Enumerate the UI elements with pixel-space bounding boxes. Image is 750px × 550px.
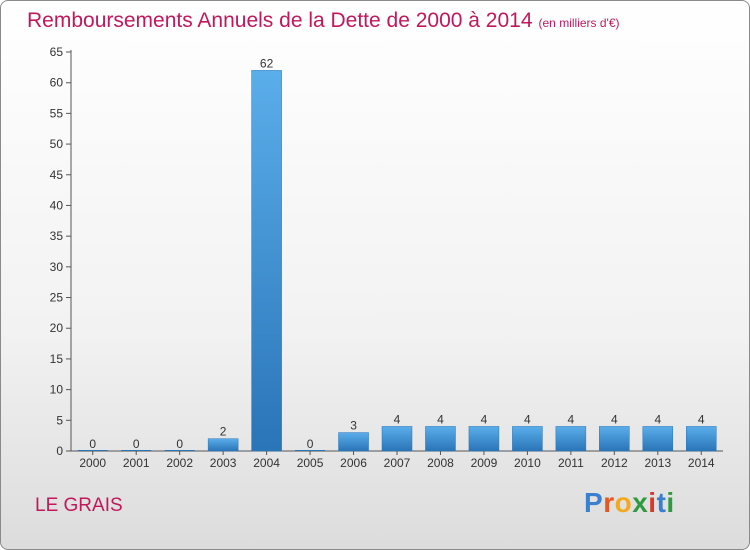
data-label: 3 [350, 419, 357, 433]
data-label: 0 [133, 437, 140, 451]
logo-letter: P [584, 487, 604, 518]
data-label: 4 [568, 412, 575, 426]
data-label: 0 [307, 437, 314, 451]
title-text: Remboursements Annuels de la Dette de 20… [27, 9, 533, 32]
bar [295, 450, 326, 451]
y-tick-label: 40 [50, 198, 64, 212]
data-label: 4 [481, 412, 488, 426]
y-tick-label: 10 [50, 383, 64, 397]
y-tick-label: 45 [50, 168, 64, 182]
y-tick-label: 15 [50, 352, 64, 366]
x-tick-label: 2005 [297, 456, 324, 470]
data-label: 4 [611, 412, 618, 426]
y-tick-label: 25 [50, 291, 64, 305]
bar [338, 432, 369, 452]
data-label: 4 [698, 412, 705, 426]
logo-letter: o [614, 487, 633, 518]
y-tick-label: 35 [50, 229, 64, 243]
logo-letter: x [632, 487, 649, 518]
bar [642, 426, 674, 452]
bar [425, 426, 456, 452]
data-label: 0 [176, 437, 183, 451]
x-tick-label: 2006 [340, 456, 367, 470]
x-tick-label: 2004 [253, 456, 280, 470]
commune-name: LE GRAIS [35, 495, 123, 516]
logo-letter: i [666, 487, 675, 518]
data-label: 0 [89, 437, 96, 451]
x-tick-label: 2010 [514, 456, 541, 470]
bar [251, 70, 282, 452]
bar [555, 426, 587, 452]
y-tick-label: 50 [50, 137, 64, 151]
x-tick-label: 2014 [688, 456, 715, 470]
bar [77, 450, 108, 451]
y-tick-label: 65 [50, 45, 64, 59]
y-tick-label: 0 [56, 444, 63, 458]
bar [381, 426, 413, 452]
data-label: 4 [524, 412, 531, 426]
data-label: 2 [220, 425, 227, 439]
x-tick-label: 2011 [558, 456, 584, 470]
logo-letter: t [656, 487, 667, 518]
x-tick-label: 2000 [79, 456, 106, 470]
x-tick-label: 2007 [384, 456, 411, 470]
x-tick-label: 2001 [123, 456, 150, 470]
data-label: 62 [260, 56, 274, 70]
logo-letter: i [648, 487, 657, 518]
y-tick-label: 20 [50, 321, 64, 335]
y-tick-label: 30 [50, 260, 64, 274]
data-label: 4 [394, 412, 401, 426]
bar [207, 438, 239, 452]
x-tick-label: 2012 [601, 456, 628, 470]
bar [599, 426, 630, 452]
x-tick-label: 2009 [471, 456, 498, 470]
x-tick-label: 2003 [210, 456, 237, 470]
x-tick-label: 2002 [166, 456, 193, 470]
y-tick-label: 55 [50, 106, 64, 120]
proxiti-logo[interactable]: Proxiti [584, 487, 675, 519]
logo-letter: r [603, 487, 615, 518]
x-tick-label: 2013 [644, 456, 671, 470]
bar [686, 426, 717, 452]
bar [164, 450, 195, 451]
bar [121, 450, 152, 451]
data-label: 4 [437, 412, 444, 426]
title-unit: (en milliers d'€) [538, 16, 620, 30]
data-label: 4 [654, 412, 661, 426]
y-tick-label: 5 [56, 413, 63, 427]
x-tick-label: 2008 [427, 456, 454, 470]
y-tick-label: 60 [50, 76, 64, 90]
chart-title: Remboursements Annuels de la Dette de 20… [27, 9, 620, 33]
bar [468, 426, 500, 452]
bar [512, 426, 543, 452]
